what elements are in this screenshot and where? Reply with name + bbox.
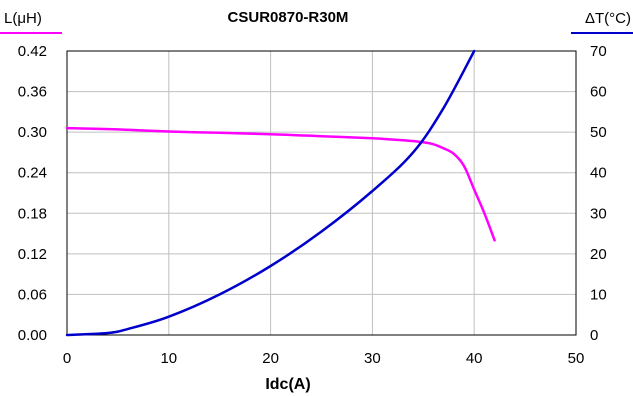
x-tick-label: 20 [262,350,279,367]
y-right-tick-label: 60 [590,84,607,101]
x-tick-label: 50 [568,350,585,367]
tick-layer: 0 10 20 30 40 50 0.00 0.06 0.12 0.18 0.24 0.30 0.36 0… [18,43,607,367]
y-left-tick-label: 0.12 [18,246,47,263]
y-left-tick-label: 0.42 [18,43,47,60]
y-axis-right-label: ΔT(°C) [585,10,631,27]
y-right-tick-label: 40 [590,165,607,182]
y-right-tick-label: 10 [590,286,607,303]
x-axis-label: Idc(A) [265,376,310,393]
chart-title: CSUR0870-R30M [228,9,349,26]
grid-layer [67,51,576,335]
x-tick-label: 0 [63,350,71,367]
y-right-tick-label: 30 [590,205,607,222]
y-right-tick-label: 70 [590,43,607,60]
y-axis-left-label: L(μH) [4,10,42,27]
y-left-tick-label: 0.00 [18,327,47,344]
y-right-tick-label: 0 [590,327,598,344]
y-left-tick-label: 0.36 [18,84,47,101]
y-left-tick-label: 0.24 [18,165,47,182]
y-left-tick-label: 0.30 [18,124,47,141]
y-left-tick-label: 0.06 [18,286,47,303]
y-left-tick-label: 0.18 [18,205,47,222]
y-right-tick-label: 20 [590,246,607,263]
series-layer [65,49,496,337]
plot-frame [66,50,577,336]
inductance-series-line [65,126,496,242]
temperature-series-line [65,49,476,337]
x-tick-label: 10 [160,350,177,367]
x-tick-label: 40 [466,350,483,367]
x-tick-label: 30 [364,350,381,367]
y-right-tick-label: 50 [590,124,607,141]
